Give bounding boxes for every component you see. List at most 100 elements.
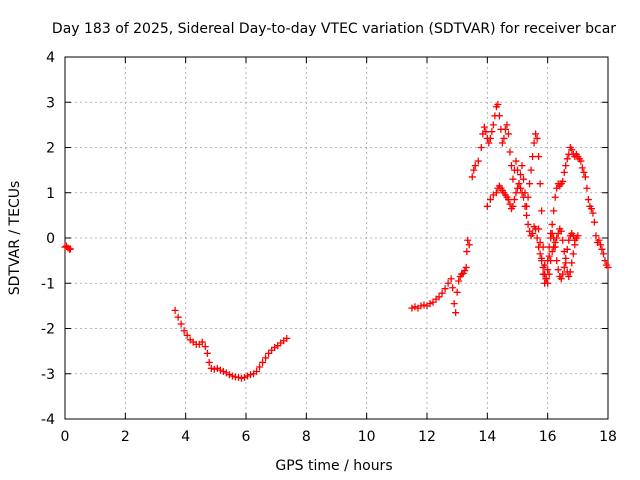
x-tick-label: 18 xyxy=(599,429,617,445)
data-point xyxy=(441,285,449,293)
data-point xyxy=(583,184,591,192)
data-point xyxy=(536,239,544,247)
data-point xyxy=(521,202,529,210)
data-point xyxy=(66,245,74,253)
data-point xyxy=(545,252,553,260)
data-point xyxy=(551,193,559,201)
data-point xyxy=(538,254,546,262)
data-point xyxy=(283,334,291,342)
y-tick-label: -4 xyxy=(41,412,55,428)
data-point xyxy=(171,306,179,314)
data-point xyxy=(535,153,543,161)
data-point xyxy=(492,189,500,197)
data-point xyxy=(559,270,567,278)
data-point xyxy=(553,257,561,265)
data-point xyxy=(590,218,598,226)
data-point xyxy=(183,331,191,339)
data-point xyxy=(198,338,206,346)
data-point xyxy=(219,367,227,375)
data-point xyxy=(435,293,443,301)
data-point xyxy=(554,266,562,274)
data-point xyxy=(515,180,523,188)
y-axis-label: SDTVAR / TECUs xyxy=(7,181,23,296)
data-point xyxy=(599,250,607,258)
data-point xyxy=(468,173,476,181)
y-tick-label: -3 xyxy=(41,367,55,383)
data-point xyxy=(462,263,470,271)
data-point xyxy=(601,257,609,265)
data-point xyxy=(581,173,589,181)
data-point xyxy=(480,123,488,131)
data-point xyxy=(485,139,493,147)
series-segment-1 xyxy=(61,242,74,253)
data-point xyxy=(532,130,540,138)
data-point xyxy=(504,130,512,138)
data-point xyxy=(262,354,270,362)
data-point xyxy=(180,327,188,335)
chart-title: Day 183 of 2025, Sidereal Day-to-day VTE… xyxy=(52,21,616,37)
y-tick-label: 4 xyxy=(46,50,55,66)
data-point xyxy=(548,248,556,256)
data-point xyxy=(569,232,577,240)
data-point xyxy=(538,207,546,215)
data-point xyxy=(530,139,538,147)
data-point xyxy=(560,263,568,271)
data-point xyxy=(577,157,585,165)
data-point xyxy=(205,358,213,366)
data-point xyxy=(210,365,218,373)
data-point xyxy=(557,275,565,283)
x-tick-label: 8 xyxy=(302,429,311,445)
data-point xyxy=(411,303,419,311)
data-point xyxy=(527,166,535,174)
data-point xyxy=(477,144,485,151)
data-point xyxy=(495,112,503,120)
data-point xyxy=(533,234,541,242)
data-point xyxy=(536,180,544,188)
data-point xyxy=(489,121,497,129)
x-tick-label: 14 xyxy=(478,429,496,445)
data-point xyxy=(542,275,550,283)
data-point xyxy=(453,288,461,296)
data-point xyxy=(509,175,517,183)
y-tick-label: 1 xyxy=(46,186,55,202)
data-point xyxy=(488,128,496,136)
data-point xyxy=(566,268,574,276)
data-point xyxy=(520,175,528,183)
data-point xyxy=(569,250,577,258)
data-point xyxy=(474,157,482,165)
data-point xyxy=(417,302,425,310)
data-point xyxy=(256,363,264,371)
data-point xyxy=(216,366,224,374)
data-point xyxy=(584,196,592,204)
data-point xyxy=(544,266,552,274)
data-point xyxy=(253,367,261,375)
data-point xyxy=(463,248,471,256)
data-point xyxy=(595,236,603,244)
data-point xyxy=(450,300,458,308)
y-tick-label: 2 xyxy=(46,141,55,157)
series-layer xyxy=(61,101,612,382)
data-point xyxy=(592,232,600,240)
y-tick-label: 0 xyxy=(46,231,55,247)
data-point xyxy=(483,202,491,210)
data-point xyxy=(225,371,233,379)
data-point xyxy=(550,234,558,242)
data-point xyxy=(240,373,248,381)
data-point xyxy=(559,236,567,244)
data-point xyxy=(449,284,457,292)
data-point xyxy=(512,189,520,197)
data-point xyxy=(563,245,571,253)
data-point xyxy=(514,166,521,174)
data-point xyxy=(533,134,541,142)
data-point xyxy=(506,148,514,156)
data-point xyxy=(247,371,255,379)
data-point xyxy=(517,184,525,192)
data-point xyxy=(565,272,573,280)
data-point xyxy=(486,196,494,204)
data-point xyxy=(429,298,437,306)
data-point xyxy=(589,209,597,217)
data-point xyxy=(604,263,612,271)
x-tick-label: 16 xyxy=(539,429,557,445)
data-point xyxy=(568,259,576,267)
